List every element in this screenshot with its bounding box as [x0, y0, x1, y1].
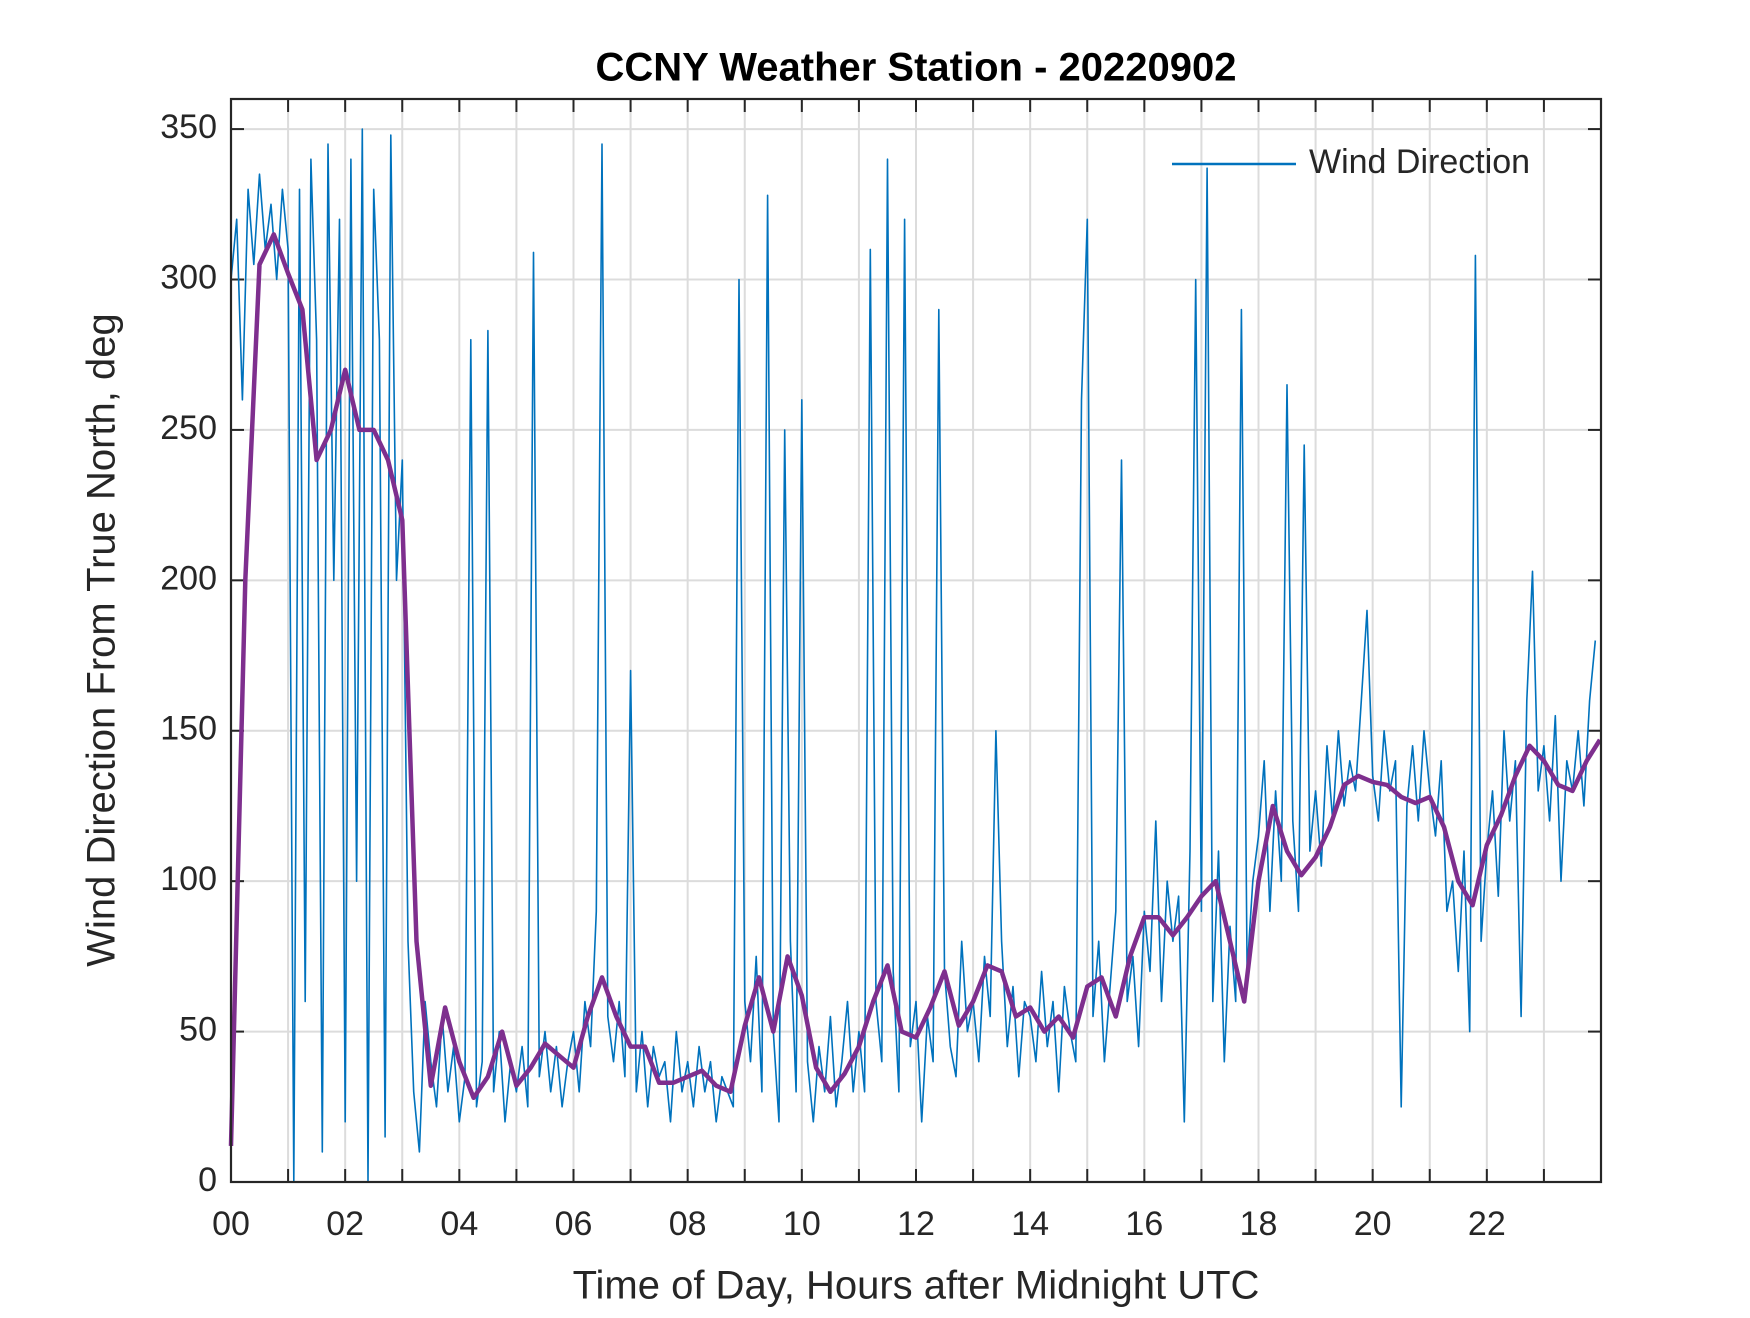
y-tick-label: 350 [160, 108, 217, 146]
y-tick-label: 50 [179, 1011, 217, 1049]
x-tick-label: 12 [897, 1205, 935, 1243]
x-tick-label: 02 [326, 1205, 364, 1243]
data-line [228, 232, 1602, 1146]
x-tick-label: 08 [669, 1205, 707, 1243]
y-tick-label: 0 [198, 1161, 217, 1199]
x-tick-label: 22 [1468, 1205, 1506, 1243]
x-tick-label: 06 [555, 1205, 593, 1243]
x-tick-label: 00 [212, 1205, 250, 1243]
x-axis-label: Time of Day, Hours after Midnight UTC [573, 1264, 1260, 1308]
x-tick-label: 16 [1125, 1205, 1163, 1243]
y-axis-label: Wind Direction From True North, deg [80, 313, 124, 967]
y-tick-label: 300 [160, 258, 217, 296]
legend-label: Wind Direction [1309, 143, 1530, 181]
x-tick-label: 04 [440, 1205, 478, 1243]
plot-frame [229, 97, 1603, 1184]
chart-title: CCNY Weather Station - 20220902 [596, 46, 1237, 90]
x-tick-label: 20 [1354, 1205, 1392, 1243]
x-tick-label: 18 [1240, 1205, 1278, 1243]
x-tick-label: 14 [1011, 1205, 1049, 1243]
y-tick-label: 200 [160, 559, 217, 597]
y-tick-label: 150 [160, 710, 217, 748]
y-tick-label: 100 [160, 860, 217, 898]
data-line [230, 128, 1597, 1183]
y-tick-label: 250 [160, 409, 217, 447]
x-tick-label: 10 [783, 1205, 821, 1243]
